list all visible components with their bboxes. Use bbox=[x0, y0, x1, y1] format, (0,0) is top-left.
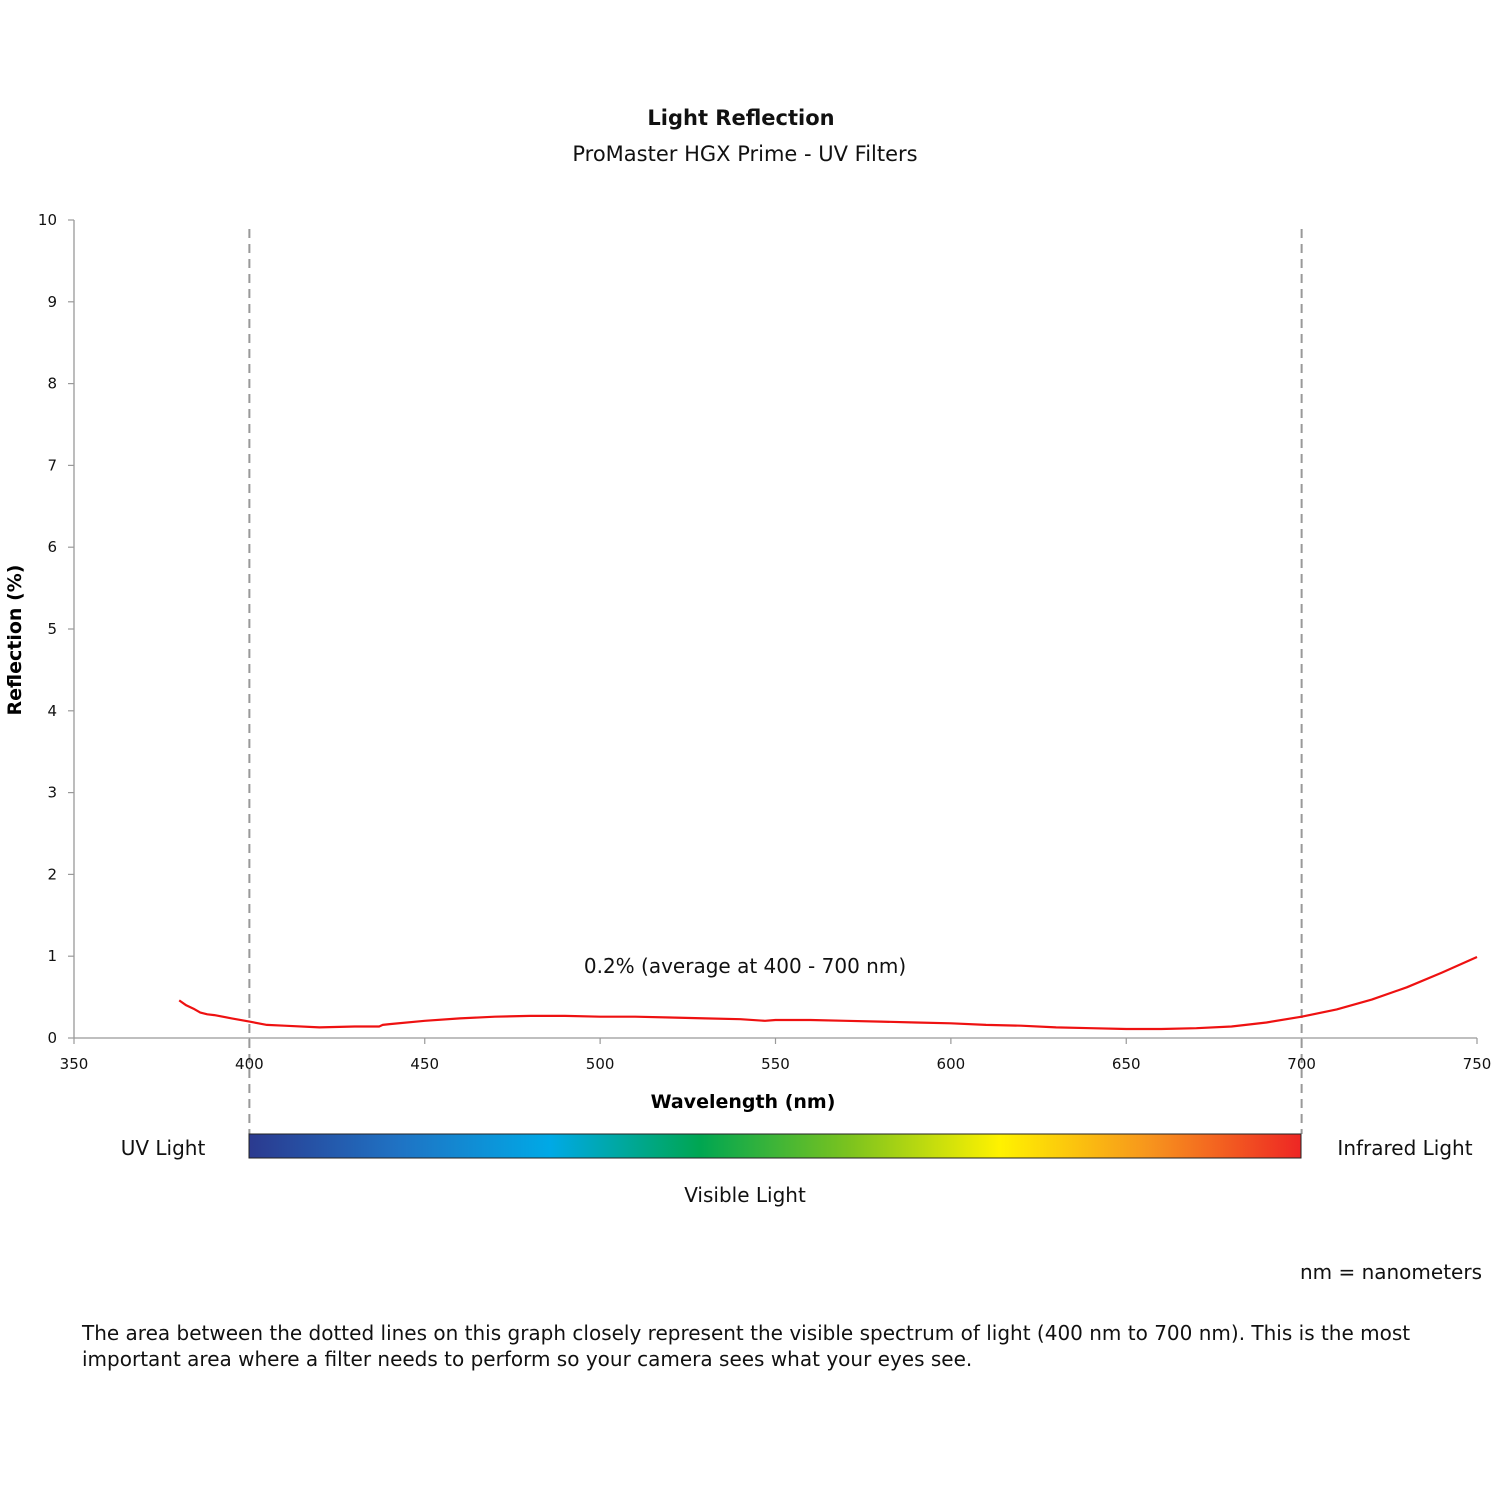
x-tick-label: 750 bbox=[1463, 1055, 1492, 1073]
x-tick-label: 400 bbox=[235, 1055, 264, 1073]
y-tick-label: 1 bbox=[47, 947, 57, 965]
y-tick-label: 9 bbox=[47, 293, 57, 311]
visible-spectrum-bar bbox=[248, 1133, 1302, 1159]
x-tick-label: 500 bbox=[586, 1055, 615, 1073]
chart-title: Light Reflection bbox=[647, 106, 835, 130]
y-tick-label: 2 bbox=[47, 865, 57, 883]
y-tick-label: 7 bbox=[47, 456, 57, 474]
y-tick-label: 10 bbox=[38, 211, 57, 229]
reflection-line bbox=[178, 955, 1478, 1031]
x-tick-label: 700 bbox=[1287, 1055, 1316, 1073]
uv-light-label: UV Light bbox=[121, 1136, 206, 1160]
y-tick-label: 8 bbox=[47, 375, 57, 393]
y-tick-label: 4 bbox=[47, 702, 57, 720]
x-tick-label: 550 bbox=[761, 1055, 790, 1073]
x-tick-label: 650 bbox=[1112, 1055, 1141, 1073]
description-text: The area between the dotted lines on thi… bbox=[82, 1321, 1411, 1371]
y-tick-label: 6 bbox=[47, 538, 57, 556]
infrared-light-label: Infrared Light bbox=[1337, 1136, 1472, 1160]
x-tick-label: 600 bbox=[937, 1055, 966, 1073]
y-tick-label: 5 bbox=[47, 620, 57, 638]
y-tick-label: 3 bbox=[47, 784, 57, 802]
x-tick-label: 450 bbox=[410, 1055, 439, 1073]
visible-light-label: Visible Light bbox=[684, 1183, 806, 1207]
chart-subtitle: ProMaster HGX Prime - UV Filters bbox=[572, 142, 918, 166]
x-axis-title: Wavelength (nm) bbox=[651, 1091, 836, 1113]
y-axis-title: Reflection (%) bbox=[4, 565, 26, 716]
unit-footnote: nm = nanometers bbox=[1299, 1260, 1482, 1284]
y-tick-label: 0 bbox=[47, 1029, 57, 1047]
average-annotation: 0.2% (average at 400 - 700 nm) bbox=[584, 954, 906, 978]
x-tick-label: 350 bbox=[60, 1055, 89, 1073]
